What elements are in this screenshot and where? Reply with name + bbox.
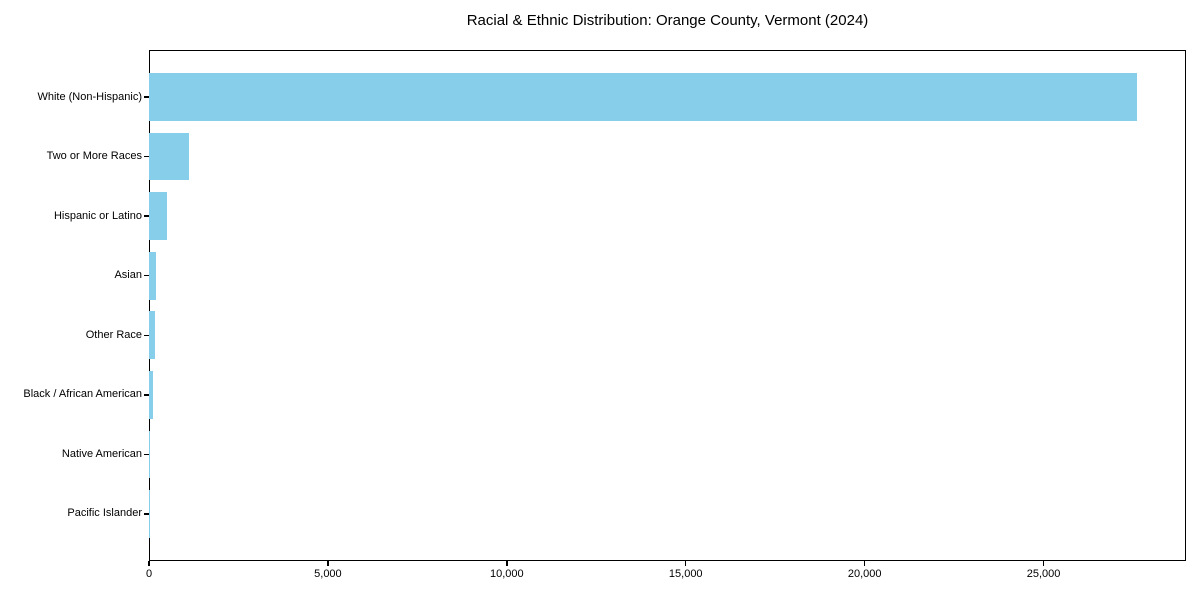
plot-area <box>149 50 1186 561</box>
y-tick-label-asian: Asian <box>114 269 142 282</box>
x-tick-mark <box>327 561 329 566</box>
y-tick-mark <box>144 513 149 515</box>
x-tick-label-5000: 5,000 <box>314 568 342 580</box>
x-tick-mark <box>684 561 687 566</box>
y-tick-label-two-or-more-races: Two or More Races <box>46 150 142 163</box>
x-tick-mark <box>863 561 866 566</box>
x-tick-label-0: 0 <box>145 568 153 580</box>
y-tick-mark <box>144 394 149 396</box>
bar-asian <box>149 251 156 300</box>
x-tick-label-10000: 10,000 <box>490 568 524 580</box>
y-tick-label-native-american: Native American <box>61 447 142 460</box>
x-tick-label-20000: 20,000 <box>847 568 882 580</box>
bar-white-non-hispanic <box>149 73 1137 121</box>
y-tick-label-pacific-islander: Pacific Islander <box>67 507 142 520</box>
y-tick-mark <box>144 453 149 456</box>
x-tick-mark <box>148 561 150 566</box>
y-tick-label-other-race: Other Race <box>85 328 142 341</box>
bar-other-race <box>149 311 156 360</box>
y-tick-mark <box>144 155 149 158</box>
bar-native-american <box>149 430 151 479</box>
y-tick-label-hispanic-or-latino: Hispanic or Latino <box>53 209 142 222</box>
y-tick-mark <box>144 215 149 217</box>
x-tick-label-25000: 25,000 <box>1026 568 1061 580</box>
plot-border <box>149 50 1186 561</box>
y-tick-mark <box>144 274 149 277</box>
bar-black-african-american <box>149 371 154 419</box>
x-tick-mark <box>506 561 508 566</box>
bar-hispanic-or-latino <box>149 192 168 240</box>
bar-two-or-more-races <box>149 132 190 181</box>
x-tick-mark <box>1042 561 1045 566</box>
y-tick-mark <box>144 96 149 98</box>
chart-title: Racial & Ethnic Distribution: Orange Cou… <box>466 12 869 29</box>
x-tick-label-15000: 15,000 <box>668 568 703 580</box>
y-tick-mark <box>144 334 149 337</box>
y-tick-label-white-non-hispanic: White (Non-Hispanic) <box>37 90 142 103</box>
y-tick-label-black-african-american: Black / African American <box>23 388 142 401</box>
